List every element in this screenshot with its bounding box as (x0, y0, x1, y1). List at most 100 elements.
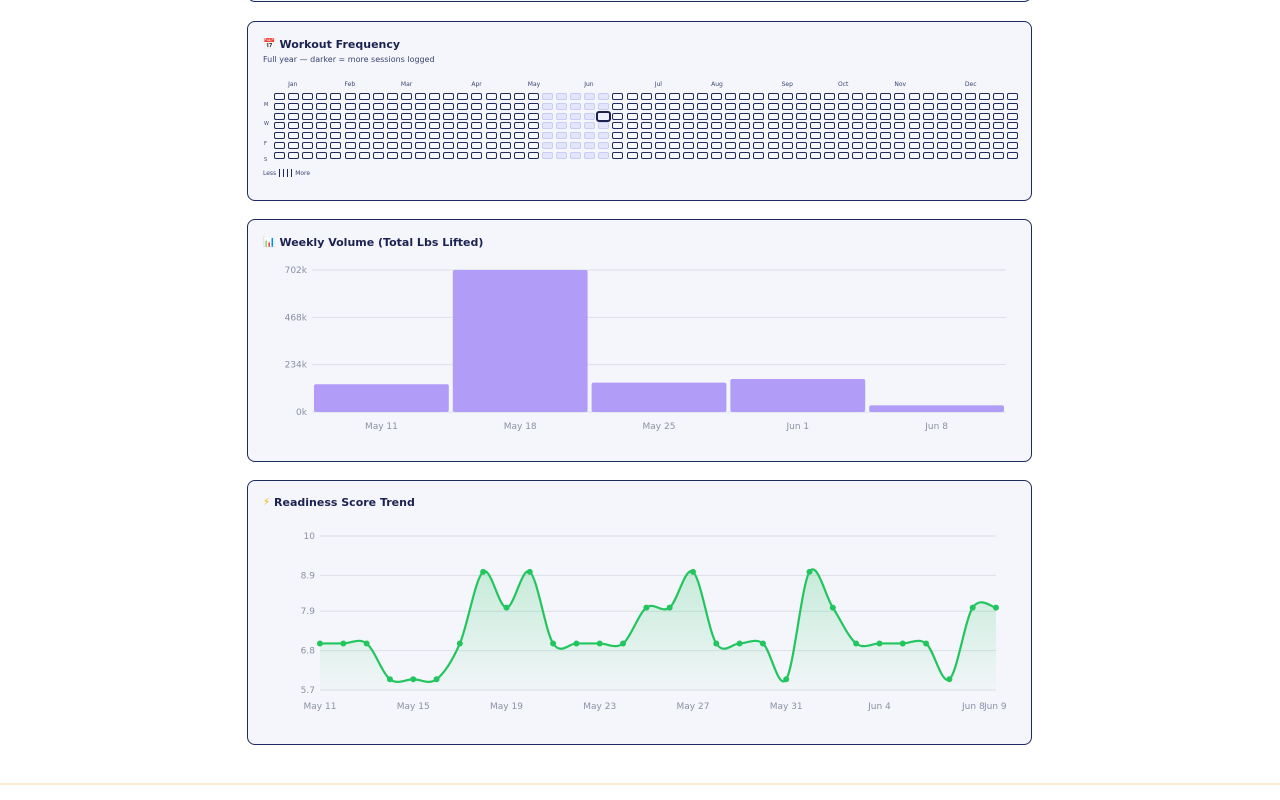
readiness-point (853, 640, 860, 647)
heatmap-cell (541, 122, 553, 130)
month-label: Jan (288, 81, 298, 88)
heatmap-cell (950, 112, 962, 120)
previous-card-edge (247, 0, 1032, 2)
readiness-point (340, 640, 347, 647)
heatmap-cell (541, 112, 553, 120)
heatmap-cell (570, 142, 582, 149)
heatmap-cell (697, 142, 708, 149)
heatmap-cell (316, 102, 328, 110)
heatmap-cell (302, 93, 314, 100)
heatmap-cell (640, 93, 652, 100)
heatmap-cell (400, 142, 412, 149)
heatmap-cell (457, 102, 469, 110)
heatmap-cell (598, 142, 610, 149)
heatmap-cell (330, 142, 342, 149)
heatmap-cell (443, 151, 455, 159)
heatmap-cell (274, 151, 285, 159)
heatmap-cell (682, 132, 694, 140)
legend-less-label: Less (263, 169, 277, 177)
x-tick-label: May 11 (304, 702, 337, 712)
footer-divider (0, 783, 1280, 785)
heatmap-cell (499, 132, 511, 140)
readiness-point (666, 604, 673, 611)
heatmap-cell (429, 102, 441, 110)
heatmap-cell (697, 102, 708, 110)
readiness-point (899, 640, 906, 647)
heatmap-cell (936, 102, 948, 110)
heatmap-cell (908, 93, 920, 100)
day-label: M (264, 101, 269, 108)
heatmap-cell (584, 112, 596, 120)
heatmap-cell (400, 132, 412, 140)
heatmap-cell (682, 122, 694, 130)
heatmap-cell (358, 112, 370, 120)
heatmap-cell (908, 132, 920, 140)
heatmap-cell (993, 93, 1005, 100)
x-tick-label: Jun 4 (867, 702, 891, 712)
y-tick-label: 8.9 (301, 571, 316, 581)
readiness-area (320, 569, 996, 690)
heatmap-cell (993, 102, 1005, 110)
heatmap-cell (302, 112, 314, 120)
x-tick-label: May 31 (770, 702, 803, 712)
readiness-point (573, 640, 580, 647)
heatmap-cell (964, 93, 976, 100)
heatmap-cell (485, 132, 497, 140)
heatmap-cell (372, 142, 384, 149)
heatmap-cell (922, 112, 934, 120)
heatmap-cell (626, 93, 638, 100)
heatmap-cell (809, 112, 821, 120)
heatmap-cell (725, 132, 737, 140)
heatmap-cell (330, 93, 342, 100)
heatmap-cell (598, 151, 610, 159)
heatmap-cell (894, 132, 906, 140)
heatmap-cell (372, 93, 384, 100)
heatmap-cell (922, 132, 934, 140)
heatmap-cell (386, 93, 398, 100)
heatmap-cell (443, 142, 455, 149)
heatmap-cell (457, 142, 469, 149)
heatmap-cell (711, 112, 723, 120)
heatmap-cell (668, 93, 680, 100)
heatmap-cell (626, 122, 638, 130)
heatmap-cell (330, 132, 342, 140)
heatmap-cell (429, 93, 441, 100)
heatmap-cell (668, 142, 680, 149)
heatmap-cell (993, 132, 1005, 140)
heatmap-cell (288, 102, 300, 110)
readiness-point (736, 640, 743, 647)
readiness-point (480, 568, 487, 575)
heatmap-cell (344, 122, 356, 130)
heatmap-cell (302, 142, 314, 149)
heatmap-cell (809, 102, 821, 110)
heatmap-cell (485, 122, 497, 130)
heatmap-cell (1007, 122, 1019, 130)
lightning-icon: ⚡ (263, 496, 271, 508)
heatmap-cell (781, 93, 793, 100)
heatmap-cell (429, 122, 441, 130)
heatmap-cell (908, 142, 920, 149)
heatmap-cell (1007, 112, 1019, 120)
heatmap-cell (767, 93, 779, 100)
heatmap-cell (654, 151, 666, 159)
heatmap-cell (372, 102, 384, 110)
heatmap-cell (880, 122, 892, 130)
heatmap-cell (654, 112, 666, 120)
heatmap-cell (767, 151, 779, 159)
heatmap-cell (386, 151, 398, 159)
heatmap-cell (922, 122, 934, 130)
heatmap-cell (556, 151, 567, 159)
heatmap-cell (880, 102, 892, 110)
month-label: Apr (471, 81, 482, 88)
heatmap-cell (936, 93, 948, 100)
heatmap-cell (993, 142, 1005, 149)
workout-frequency-subtitle: Full year — darker = more sessions logge… (263, 55, 435, 64)
heatmap-cell (400, 112, 412, 120)
heatmap-cell (936, 112, 948, 120)
heatmap-cell (330, 112, 342, 120)
heatmap-cell (302, 151, 314, 159)
heatmap-cell (485, 151, 497, 159)
heatmap-cell (344, 142, 356, 149)
volume-bar (730, 379, 866, 412)
heatmap-cell (866, 132, 878, 140)
